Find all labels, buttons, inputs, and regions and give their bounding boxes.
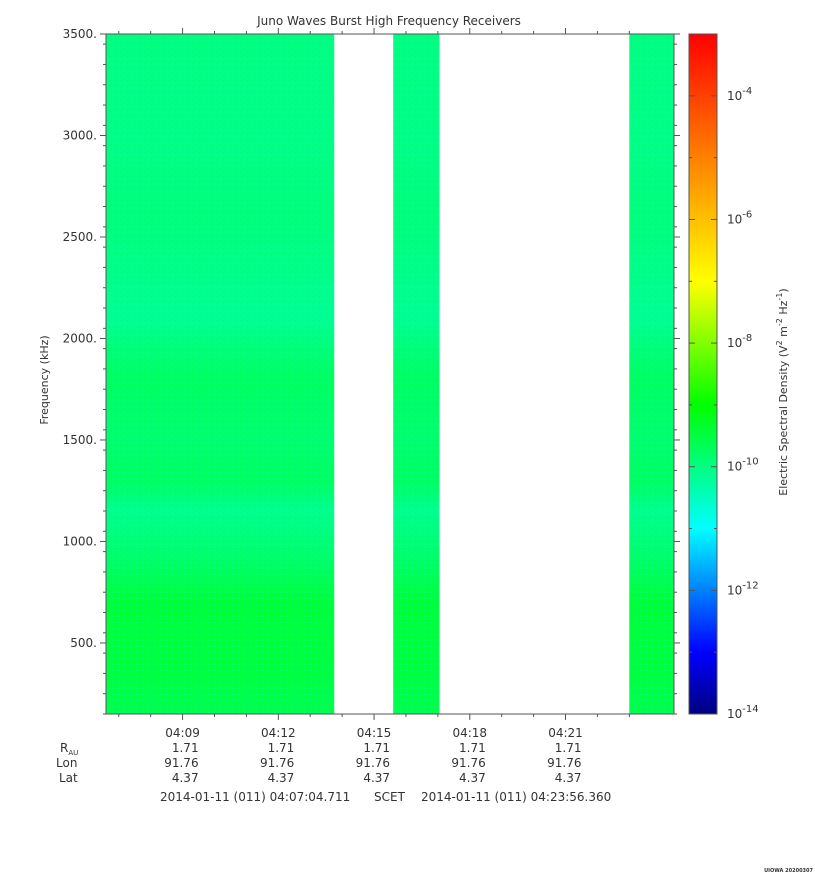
time-range-label: SCET [374,790,406,804]
spectrogram-noise-overlay [106,34,335,714]
colorbar-tick-base: 10 [727,336,742,350]
colorbar-label-sup: -1 [775,293,784,301]
ephemeris-value-lon: 91.76 [547,756,581,770]
colorbar-label-part: m [777,326,790,340]
ephemeris-value-lon: 91.76 [164,756,198,770]
x-tick-label: 04:12 [261,726,296,740]
y-tick-label: 2000. [63,331,97,345]
colorbar-label-part: Hz [777,300,790,318]
colorbar-label-part: ) [777,288,790,292]
y-tick-label: 500. [70,636,97,650]
colorbar-label: Electric Spectral Density (V2 m-2 Hz-1) [775,288,790,495]
colorbar-label-sup: 2 [775,340,784,345]
y-tick-label: 1000. [63,534,97,548]
spectrogram-noise-overlay [629,34,674,714]
x-tick-label: 04:15 [357,726,392,740]
chart-title: Juno Waves Burst High Frequency Receiver… [256,14,521,28]
ephemeris-label-lat: Lat [59,771,78,785]
ephemeris-label-rau: RAU [60,741,78,757]
colorbar [688,33,718,715]
time-range: 2014-01-11 (011) 04:07:04.711 SCET 2014-… [160,790,611,804]
colorbar-tick-exponent: -14 [742,704,758,715]
colorbar-tick-base: 10 [727,212,742,226]
colorbar-tick-label: 10-12 [727,580,759,597]
colorbar-tick-base: 10 [727,460,742,474]
ephemeris-value-lon: 91.76 [260,756,294,770]
colorbar-label-part: Electric Spectral Density (V [777,345,790,496]
y-tick-label: 1500. [63,433,97,447]
plot-area [106,34,674,714]
ephemeris-value-lat: 4.37 [172,771,199,785]
ephemeris-value-rau: 1.71 [555,741,582,755]
ephemeris-value-lat: 4.37 [555,771,582,785]
ephemeris-value-rau: 1.71 [172,741,199,755]
ephemeris-row-labels: RAU Lon Lat [56,741,78,785]
colorbar-tick-base: 10 [727,89,742,103]
ephemeris-value-rau: 1.71 [363,741,390,755]
colorbar-tick-base: 10 [727,583,742,597]
ephemeris-value-rau: 1.71 [268,741,295,755]
ephemeris-value-lat: 4.37 [363,771,390,785]
ephemeris-label-rau-sub: AU [68,749,78,757]
uiowa-stamp: UIOWA 20200307 [764,868,813,874]
ephemeris-label-rau-main: R [60,741,68,755]
y-tick-label: 3000. [63,128,97,142]
colorbar-tick-label: 10-6 [727,209,752,226]
x-tick-label: 04:21 [548,726,583,740]
ephemeris-label-lon: Lon [56,756,77,770]
x-axis: 04:09 04:12 04:15 04:18 04:21 [118,28,630,740]
colorbar-tick-exponent: -8 [742,333,752,344]
y-tick-label: 3500. [63,27,97,41]
time-range-end: 2014-01-11 (011) 04:23:56.360 [421,790,611,804]
ephemeris-value-lat: 4.37 [268,771,295,785]
colorbar-tick-label: 10-14 [727,704,759,721]
plot-frame [105,33,675,715]
ephemeris-value-lat: 4.37 [459,771,486,785]
colorbar-tick-exponent: -6 [742,209,752,220]
colorbar-tick-exponent: -10 [742,457,758,468]
colorbar-tick-exponent: -4 [742,86,752,97]
time-range-start: 2014-01-11 (011) 04:07:04.711 [160,790,350,804]
colorbar-tick-base: 10 [727,707,742,721]
x-tick-label: 04:18 [452,726,487,740]
y-axis: 500. 1000. 1500. 2000. 2500. 3000. 3500. [63,27,680,715]
colorbar-label-sup: -2 [775,318,784,326]
colorbar-tick-label: 10-4 [727,86,752,103]
y-axis-label: Frequency (kHz) [38,335,51,424]
colorbar-tick-label: 10-8 [727,333,752,350]
ephemeris-value-rau: 1.71 [459,741,486,755]
colorbar-tick-label: 10-10 [727,457,759,474]
y-tick-label: 2500. [63,230,97,244]
ephemeris-value-lon: 91.76 [451,756,485,770]
ephemeris-values: 1.7191.764.371.7191.764.371.7191.764.371… [164,741,581,785]
x-tick-label: 04:09 [165,726,200,740]
colorbar-tick-exponent: -12 [742,580,758,591]
spectrogram-noise-overlay [393,34,440,714]
ephemeris-value-lon: 91.76 [356,756,390,770]
